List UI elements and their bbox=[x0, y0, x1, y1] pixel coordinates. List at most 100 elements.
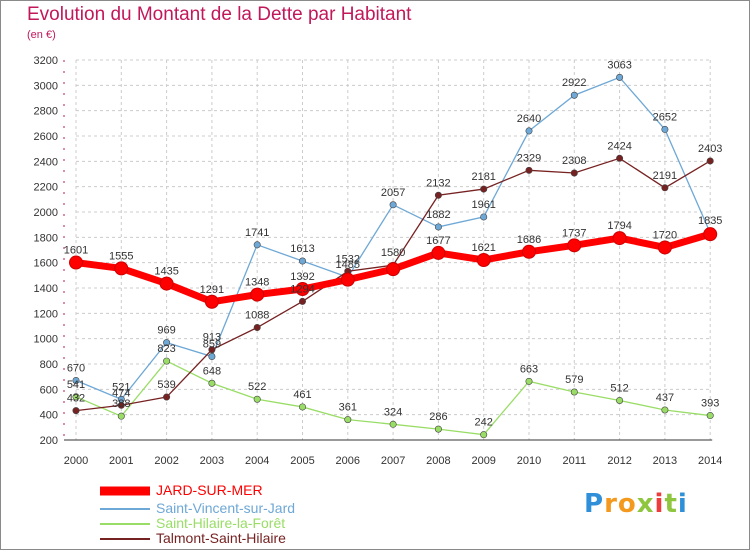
y-tick-label: 200 bbox=[40, 435, 58, 447]
data-point bbox=[298, 297, 306, 305]
data-label: 1677 bbox=[426, 235, 450, 247]
data-label: 2057 bbox=[381, 187, 405, 199]
data-label: 1794 bbox=[607, 220, 631, 232]
data-point bbox=[204, 294, 219, 309]
data-point bbox=[657, 240, 672, 255]
data-label: 859 bbox=[203, 339, 221, 351]
data-point bbox=[434, 425, 442, 433]
x-tick-label: 2013 bbox=[653, 455, 677, 467]
logo-letter: P bbox=[584, 489, 605, 519]
data-point bbox=[661, 406, 669, 414]
data-label: 663 bbox=[520, 363, 538, 375]
x-tick-label: 2001 bbox=[109, 455, 133, 467]
data-point bbox=[250, 287, 265, 302]
data-point bbox=[525, 127, 533, 135]
data-label: 1435 bbox=[154, 266, 178, 278]
data-label: 1835 bbox=[698, 215, 722, 227]
data-point bbox=[480, 431, 488, 439]
data-label: 670 bbox=[67, 362, 85, 374]
data-label: 437 bbox=[656, 392, 674, 404]
legend-label: Talmont-Saint-Hilaire bbox=[156, 530, 286, 546]
data-label: 461 bbox=[293, 389, 311, 401]
logo-letter: i bbox=[677, 489, 688, 519]
data-point bbox=[253, 395, 261, 403]
data-point bbox=[480, 185, 488, 193]
y-tick-label: 2800 bbox=[34, 106, 58, 118]
data-label: 1737 bbox=[562, 227, 586, 239]
x-tick-label: 2007 bbox=[381, 455, 405, 467]
data-label: 393 bbox=[701, 398, 719, 410]
data-point bbox=[661, 184, 669, 192]
data-point bbox=[72, 376, 80, 384]
data-point bbox=[703, 227, 718, 242]
data-label: 2132 bbox=[426, 177, 450, 189]
proxiti-logo: Proxiti bbox=[584, 489, 688, 519]
y-tick-label: 1200 bbox=[34, 308, 58, 320]
data-point bbox=[389, 201, 397, 209]
data-label: 1613 bbox=[290, 243, 314, 255]
data-label: 1392 bbox=[290, 271, 314, 283]
data-label: 969 bbox=[157, 325, 175, 337]
data-label: 3063 bbox=[607, 59, 631, 71]
data-point bbox=[208, 379, 216, 387]
y-tick-label: 400 bbox=[40, 410, 58, 422]
data-point bbox=[253, 241, 261, 249]
y-tick-label: 1600 bbox=[34, 258, 58, 270]
y-tick-label: 1000 bbox=[34, 334, 58, 346]
logo-letter: t bbox=[664, 489, 678, 519]
x-tick-label: 2005 bbox=[290, 455, 314, 467]
data-label: 1601 bbox=[64, 245, 88, 257]
data-label: 2652 bbox=[653, 111, 677, 123]
data-label: 522 bbox=[248, 381, 266, 393]
data-label: 1294 bbox=[290, 283, 314, 295]
data-point bbox=[340, 272, 355, 287]
data-label: 2403 bbox=[698, 143, 722, 155]
data-point bbox=[344, 416, 352, 424]
legend-label: Saint-Hilaire-la-Forêt bbox=[156, 515, 286, 531]
data-point bbox=[567, 238, 582, 253]
data-label: 2424 bbox=[607, 140, 631, 152]
legend-label: JARD-SUR-MER bbox=[156, 482, 263, 498]
data-label: 2640 bbox=[517, 113, 541, 125]
y-tick-label: 1400 bbox=[34, 283, 58, 295]
data-label: 432 bbox=[67, 393, 85, 405]
data-point bbox=[616, 154, 624, 162]
y-tick-label: 2000 bbox=[34, 207, 58, 219]
data-point bbox=[476, 253, 491, 268]
data-label: 823 bbox=[157, 343, 175, 355]
data-point bbox=[253, 324, 261, 332]
data-label: 521 bbox=[112, 381, 130, 393]
data-point bbox=[480, 213, 488, 221]
data-label: 579 bbox=[565, 374, 583, 386]
chart-subtitle: (en €) bbox=[27, 29, 56, 41]
data-point bbox=[616, 73, 624, 81]
y-tick-label: 3000 bbox=[34, 80, 58, 92]
logo-letter: o bbox=[617, 489, 637, 519]
y-tick-label: 2200 bbox=[34, 182, 58, 194]
data-label: 2329 bbox=[517, 152, 541, 164]
data-label: 1741 bbox=[245, 227, 269, 239]
data-label: 474 bbox=[112, 387, 130, 399]
data-label: 1621 bbox=[471, 242, 495, 254]
data-point bbox=[295, 282, 310, 297]
data-label: 1882 bbox=[426, 209, 450, 221]
data-label: 324 bbox=[384, 406, 402, 418]
legend-label: Saint-Vincent-sur-Jard bbox=[156, 500, 296, 516]
y-tick-label: 2400 bbox=[34, 156, 58, 168]
data-label: 2308 bbox=[562, 155, 586, 167]
y-tick-label: 1800 bbox=[34, 232, 58, 244]
data-point bbox=[661, 125, 669, 133]
data-point bbox=[525, 166, 533, 174]
chart-title: Evolution du Montant de la Dette par Hab… bbox=[27, 4, 412, 25]
data-label: 1580 bbox=[381, 247, 405, 259]
data-point bbox=[69, 255, 83, 270]
data-label: 2181 bbox=[471, 171, 495, 183]
x-tick-label: 2008 bbox=[426, 455, 450, 467]
data-point bbox=[72, 407, 80, 415]
x-tick-label: 2000 bbox=[64, 455, 88, 467]
y-tick-label: 2600 bbox=[34, 131, 58, 143]
data-point bbox=[570, 388, 578, 396]
x-tick-label: 2003 bbox=[200, 455, 224, 467]
data-point bbox=[570, 169, 578, 177]
x-tick-label: 2011 bbox=[562, 455, 586, 467]
